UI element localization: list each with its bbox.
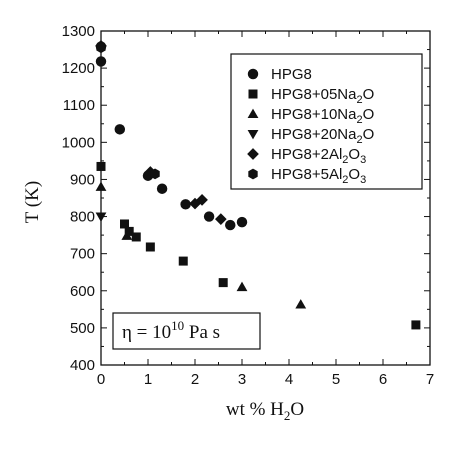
legend-item: HPG8+10Na2O	[247, 106, 374, 126]
data-point	[131, 232, 141, 242]
data-point	[96, 161, 106, 171]
y-tick-label: 400	[70, 357, 95, 374]
legend-marker	[247, 108, 259, 119]
y-tick-label: 700	[70, 246, 95, 263]
data-point	[225, 219, 236, 231]
data-point	[180, 199, 191, 210]
x-tick-label: 4	[285, 371, 293, 388]
data-point	[95, 181, 107, 191]
data-point	[411, 320, 421, 330]
data-point	[203, 211, 215, 222]
y-tick-label: 500	[70, 320, 95, 337]
legend-label: HPG8+5Al2O3	[271, 166, 366, 186]
y-axis-title: T (K)	[22, 181, 43, 223]
legend-label: HPG8+2Al2O3	[271, 146, 366, 166]
data-point	[96, 42, 106, 54]
x-tick-label: 0	[97, 371, 105, 388]
legend-item: HPG8+2Al2O3	[247, 146, 366, 166]
data-point	[121, 230, 133, 240]
y-tick-label: 1100	[63, 97, 95, 114]
data-point	[156, 183, 168, 194]
x-tick-label: 3	[238, 371, 246, 388]
data-point	[215, 213, 227, 226]
viscosity-annotation: η = 1010 Pa s	[112, 312, 261, 350]
data-point	[196, 194, 208, 206]
legend-marker	[247, 129, 259, 140]
x-tick-label: 2	[191, 371, 199, 388]
y-tick-label: 1300	[62, 23, 95, 40]
annotation-text: η = 1010 Pa s	[122, 318, 220, 343]
data-point	[95, 212, 107, 222]
legend-label: HPG8	[271, 66, 312, 83]
data-point	[114, 124, 126, 135]
legend: HPG8HPG8+05Na2OHPG8+10Na2OHPG8+20Na2OHPG…	[230, 53, 423, 190]
legend-marker	[248, 89, 258, 99]
y-tick-label: 1200	[62, 60, 95, 77]
series-hpg8	[95, 41, 248, 231]
y-tick-label: 1000	[62, 134, 95, 151]
legend-marker	[247, 148, 259, 160]
series-hpg8+20na2o	[95, 212, 107, 222]
legend-item: HPG8+5Al2O3	[248, 166, 366, 186]
series-hpg8+5al2o3	[96, 42, 160, 180]
x-tick-label: 5	[332, 371, 340, 388]
x-tick-label: 1	[144, 371, 152, 388]
data-point	[150, 168, 160, 180]
y-tick-label: 600	[70, 283, 95, 300]
legend-marker	[248, 168, 258, 180]
y-tick-label: 900	[70, 171, 95, 188]
data-point	[236, 216, 248, 228]
data-point	[145, 242, 155, 252]
legend-marker	[247, 68, 259, 80]
data-point	[120, 219, 129, 229]
data-point	[124, 226, 134, 236]
x-tick-label: 7	[426, 371, 434, 388]
legend-item: HPG8+05Na2O	[248, 86, 374, 106]
series-hpg8+2al2o3	[95, 39, 227, 226]
data-point	[218, 278, 228, 288]
legend-label: HPG8+20Na2O	[271, 126, 374, 146]
x-tick-label: 6	[379, 371, 387, 388]
x-axis-title: wt % H2O	[226, 399, 304, 423]
y-tick-label: 800	[70, 209, 95, 226]
legend-label: HPG8+05Na2O	[271, 86, 374, 106]
legend-item: HPG8	[247, 66, 312, 83]
annotation-box	[112, 312, 261, 350]
data-point	[236, 281, 248, 292]
series-hpg8+05na2o	[96, 161, 421, 330]
series-hpg8+10na2o	[95, 181, 307, 309]
legend-label: HPG8+10Na2O	[271, 106, 374, 126]
data-point	[178, 256, 188, 266]
legend-item: HPG8+20Na2O	[247, 126, 374, 146]
data-point	[295, 299, 307, 309]
data-point	[95, 56, 107, 67]
legend-box	[230, 53, 423, 190]
